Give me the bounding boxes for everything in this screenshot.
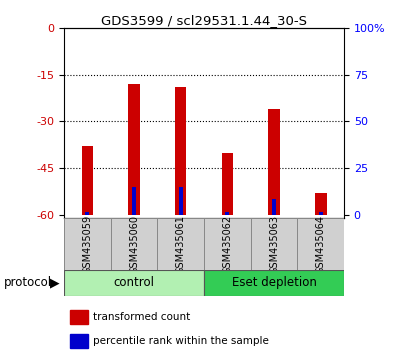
Bar — [157, 218, 204, 271]
Text: percentile rank within the sample: percentile rank within the sample — [93, 336, 269, 346]
Bar — [251, 218, 297, 271]
Bar — [70, 334, 88, 348]
Bar — [132, 187, 136, 215]
Text: ▶: ▶ — [50, 276, 60, 289]
Bar — [319, 212, 322, 215]
Bar — [64, 218, 111, 271]
Text: GSM435061: GSM435061 — [176, 215, 186, 274]
Bar — [204, 270, 344, 296]
Bar — [82, 146, 93, 215]
Text: transformed count: transformed count — [93, 312, 190, 322]
Title: GDS3599 / scl29531.1.44_30-S: GDS3599 / scl29531.1.44_30-S — [101, 14, 307, 27]
Bar — [204, 218, 251, 271]
Text: GSM435059: GSM435059 — [82, 215, 92, 274]
Bar — [64, 270, 204, 296]
Text: Eset depletion: Eset depletion — [232, 276, 316, 289]
Text: control: control — [114, 276, 154, 289]
Bar — [222, 153, 233, 215]
Bar — [226, 211, 229, 215]
Text: GSM435063: GSM435063 — [269, 215, 279, 274]
Bar — [315, 193, 326, 215]
Text: GSM435060: GSM435060 — [129, 215, 139, 274]
Bar — [86, 212, 89, 215]
Bar — [128, 84, 140, 215]
Bar — [268, 109, 280, 215]
Bar — [179, 187, 182, 215]
Bar — [175, 87, 186, 215]
Bar — [70, 310, 88, 324]
Text: GSM435064: GSM435064 — [316, 215, 326, 274]
Text: protocol: protocol — [4, 276, 52, 289]
Bar — [111, 218, 157, 271]
Bar — [272, 199, 276, 215]
Text: GSM435062: GSM435062 — [222, 215, 232, 274]
Bar — [297, 218, 344, 271]
